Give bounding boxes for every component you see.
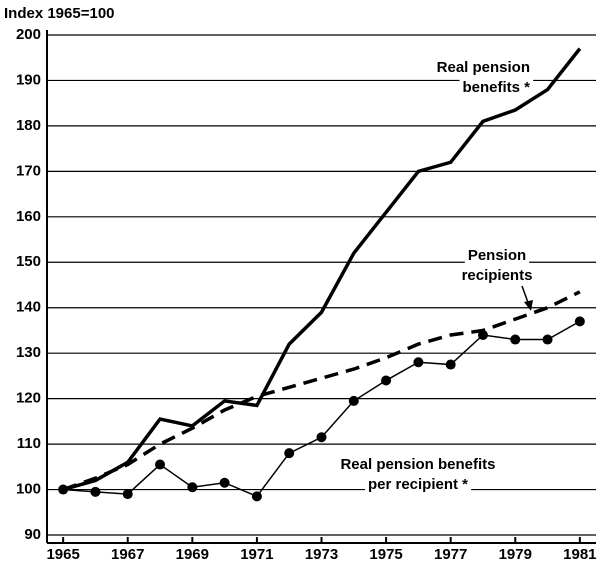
x-tick-label: 1977 (434, 546, 467, 563)
y-tick-label: 200 (16, 26, 41, 43)
data-point (90, 486, 101, 497)
annotation: recipients (462, 267, 533, 284)
y-tick-label: 100 (16, 481, 41, 498)
annotation: per recipient * (368, 476, 468, 493)
annotation-bg (458, 265, 536, 285)
data-point (284, 448, 295, 459)
x-tick-label: 1981 (563, 546, 596, 563)
y-tick-label: 130 (16, 344, 41, 361)
data-point (251, 491, 262, 502)
data-point (219, 477, 230, 488)
x-tick-label: 1967 (111, 546, 144, 563)
annotation-bg (337, 454, 499, 474)
y-tick-label: 170 (16, 162, 41, 179)
annotation-bg (364, 474, 472, 494)
y-tick-label: 160 (16, 208, 41, 225)
data-point (574, 316, 585, 327)
series-line (63, 320, 581, 498)
data-point (381, 375, 392, 386)
data-point (122, 489, 133, 500)
series-line (62, 290, 581, 492)
annotation-bg (459, 77, 534, 97)
data-point (542, 334, 553, 345)
y-tick-label: 120 (16, 390, 41, 407)
x-tick-label: 1969 (176, 546, 209, 563)
arrow-head (524, 300, 533, 311)
y-tick-label: 190 (16, 71, 41, 88)
y-axis-label: Index 1965=100 (4, 5, 115, 22)
annotation: benefits * (462, 79, 530, 96)
annotation: Pension (468, 247, 526, 264)
annotation-bg (464, 245, 530, 265)
data-point (413, 357, 424, 368)
annotation-bg (433, 57, 533, 77)
annotation: Real pension (437, 59, 530, 76)
data-point (187, 482, 198, 493)
x-tick-label: 1965 (46, 546, 79, 563)
y-tick-label: 150 (16, 253, 41, 270)
x-tick-label: 1971 (240, 546, 273, 563)
x-tick-label: 1973 (305, 546, 338, 563)
data-point (155, 459, 166, 470)
data-point (477, 330, 488, 340)
data-point (58, 484, 69, 495)
annotation: Real pension benefits (340, 456, 495, 473)
data-point (348, 395, 359, 406)
data-point (510, 334, 521, 345)
y-tick-label: 110 (17, 435, 41, 452)
x-tick-label: 1979 (499, 546, 532, 563)
x-tick-label: 1975 (369, 546, 402, 563)
y-tick-label: 140 (16, 299, 41, 316)
y-tick-label: 180 (16, 117, 41, 134)
series-line (62, 47, 582, 492)
y-tick-label: 90 (24, 526, 41, 543)
data-point (445, 359, 456, 370)
data-point (316, 432, 327, 443)
